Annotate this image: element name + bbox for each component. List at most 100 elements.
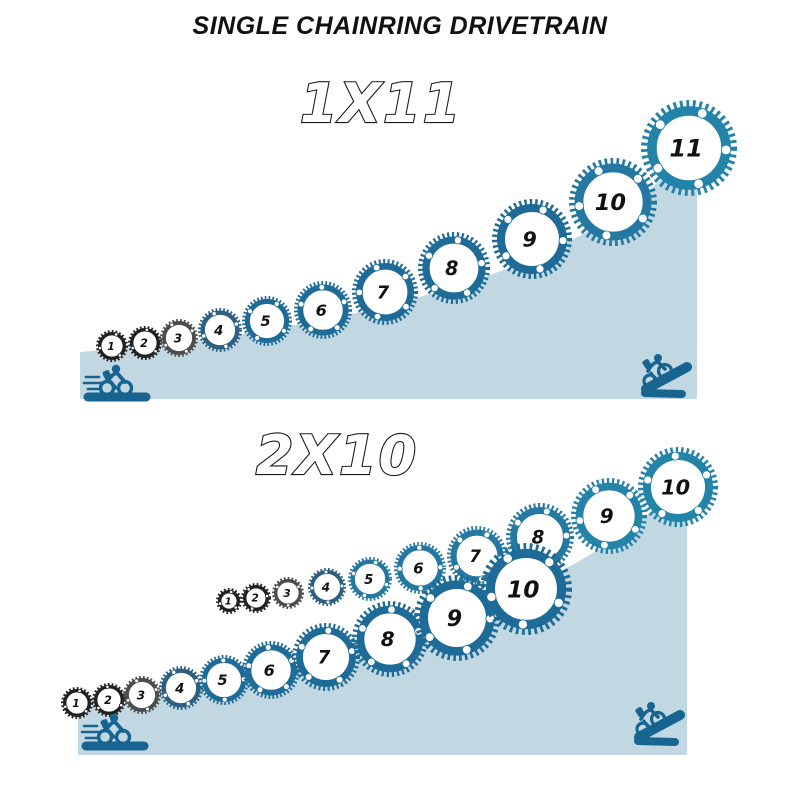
gear-bolt-hole: [275, 584, 280, 590]
gear-bolt-hole: [424, 251, 433, 260]
gear-bolt-hole: [194, 678, 200, 684]
chainring-gear-6: 6: [293, 280, 352, 339]
gear-bolt-hole: [297, 300, 305, 308]
gear-bolt-hole: [372, 559, 379, 566]
gear-bolt-hole: [220, 657, 227, 664]
gear-bolt-hole: [105, 684, 110, 689]
gear-bolt-hole: [453, 236, 462, 245]
gear-number: 6: [316, 301, 327, 320]
gear-bolt-hole: [387, 605, 396, 614]
gear-bolt-hole: [437, 564, 444, 571]
gear-bolt-hole: [477, 259, 486, 268]
gear-bolt-hole: [119, 703, 124, 708]
rider-backpack: [642, 359, 652, 369]
rider-leg: [642, 719, 650, 729]
section-2x10: 2X10 1 2 3 4 5 6 7 8 9 10 1 2 3 4 5 6 7 8 9 10: [60, 423, 718, 755]
gear-ring: [97, 332, 126, 361]
gear-bolt-hole: [63, 704, 68, 709]
ramp-base: [634, 737, 679, 746]
gear-teeth: [417, 232, 490, 305]
gear-number: 8: [381, 627, 395, 651]
chainring-gear-10: 10: [480, 542, 572, 635]
gear-bolt-hole: [425, 632, 435, 642]
chainring-gear-4: 4: [159, 665, 204, 710]
gear-bolt-hole: [502, 553, 513, 564]
gear-bolt-hole: [350, 570, 357, 577]
gear-bolt-hole: [144, 327, 149, 332]
gear-number: 4: [213, 324, 223, 339]
gear-teeth: [506, 503, 575, 572]
gear-bolt-hole: [281, 327, 287, 334]
gear-ring: [217, 590, 240, 613]
gear-number: 3: [174, 331, 182, 345]
gear-ring: [575, 482, 643, 550]
gear-bolt-hole: [513, 518, 522, 527]
gear-number: 11: [669, 135, 702, 163]
gear-number: 4: [321, 580, 330, 594]
gear-bolt-hole: [297, 642, 306, 651]
climbing-cyclist-icon: [641, 354, 692, 398]
gear-number: 1: [107, 340, 114, 353]
chainring-gear-2: 2: [92, 682, 127, 717]
rear-wheel: [635, 721, 651, 737]
gear-bolt-hole: [367, 657, 376, 667]
gear-ring: [244, 298, 290, 344]
chainring-gear-7: 7: [292, 623, 361, 692]
gear-bolt-hole: [600, 540, 609, 550]
gear-number: 8: [445, 257, 458, 280]
gear-ring: [125, 678, 159, 712]
gear-bolt-hole: [153, 687, 159, 692]
gear-bolt-hole: [333, 324, 341, 331]
gear-bolt-hole: [221, 696, 228, 703]
gear-bolt-hole: [633, 174, 643, 184]
gear-teeth: [348, 556, 393, 601]
gear-bolt-hole: [245, 662, 253, 669]
gear-bolt-hole: [171, 669, 177, 675]
gear-bolt-hole: [96, 705, 101, 711]
gear-bolt-hole: [201, 677, 208, 684]
chainring-gear-4: 4: [198, 308, 243, 353]
chainring-gear-7: 7: [351, 258, 418, 325]
gear-bolt-hole: [383, 581, 389, 588]
rider-backpack: [635, 707, 645, 717]
rider-head: [647, 702, 655, 710]
gear-bolt-hole: [211, 311, 217, 317]
gear-number: 5: [217, 673, 227, 689]
gear-number: 9: [447, 607, 462, 632]
gear-bolt-hole: [655, 119, 666, 130]
rider-head: [111, 364, 121, 374]
gear-bolt-hole: [97, 345, 103, 351]
gear-bolt-hole: [401, 272, 410, 281]
gear-bolt-hole: [402, 303, 410, 311]
gear-bolt-hole: [538, 205, 548, 215]
chainring-gear-10: 10: [569, 158, 658, 246]
gear-bolt-hole: [339, 583, 345, 589]
gear-teeth: [198, 308, 243, 353]
chainring-gear-8: 8: [417, 232, 490, 305]
gear-bolt-hole: [254, 335, 261, 341]
front-wheel: [649, 710, 667, 728]
gear-teeth: [640, 100, 737, 196]
gear-bolt-hole: [169, 322, 175, 328]
gear-bolt-hole: [591, 485, 600, 494]
gear-teeth: [242, 296, 292, 346]
gear-number: 3: [137, 688, 145, 702]
sprinting-cyclist-icon: [80, 713, 149, 751]
gear-bolt-hole: [358, 624, 367, 633]
gear-number: 4: [174, 682, 184, 697]
gear-ring: [162, 321, 196, 355]
chainring-gear-5: 5: [199, 655, 249, 705]
chainring-gear-1: 1: [96, 329, 129, 362]
rear-wheel: [642, 373, 658, 389]
gear-number: 10: [507, 576, 539, 603]
gear-teeth: [570, 478, 647, 555]
gear-bolt-hole: [189, 328, 195, 334]
gear-bolt-hole: [184, 348, 189, 354]
gear-number: 10: [661, 476, 690, 500]
gear-bolt-hole: [417, 585, 424, 592]
gear-bolt-hole: [574, 201, 584, 211]
gear-number: 2: [104, 694, 112, 707]
rider-backpack: [100, 719, 110, 729]
gear-bolt-hole: [693, 505, 703, 515]
